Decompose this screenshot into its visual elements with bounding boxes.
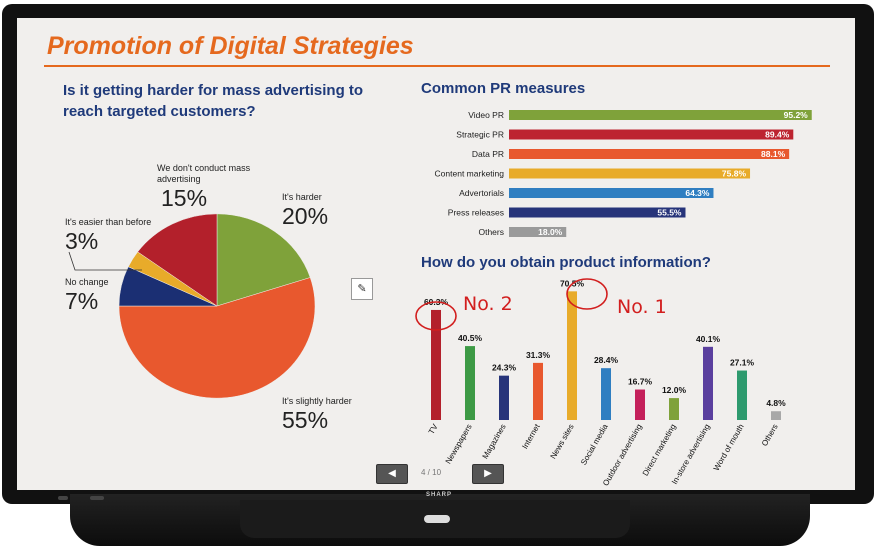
pr-bar <box>509 188 714 198</box>
pie-slice-value: 55% <box>282 407 329 433</box>
pie-slice-value: 15% <box>161 185 208 211</box>
pie-slice-name: It's harder <box>282 192 322 202</box>
pie-slice-value: 3% <box>65 228 99 254</box>
pie-label-no-mass: We don't conduct mass advertising 15% <box>157 163 253 211</box>
product-bar-value: 40.1% <box>696 334 721 344</box>
pie-slice-name: It's easier than before <box>65 217 152 227</box>
pr-category-label: Content marketing <box>435 169 505 179</box>
pr-bar-chart: Video PR 95.2% Strategic PR 89.4% Data PR 88.… <box>435 110 812 237</box>
pr-chart-title: Common PR measures <box>421 80 586 97</box>
brand-logo: SHARP <box>425 492 452 498</box>
pie-slice-name: It's slightly harder <box>282 396 352 406</box>
pie-leader-line <box>68 251 142 271</box>
slide-title: Promotion of Digital Strategies <box>47 32 414 60</box>
pie-label-no-change: No change 7% <box>65 277 109 314</box>
product-bar <box>635 389 645 420</box>
pr-bar-value: 64.3% <box>685 188 710 198</box>
pr-bar <box>509 168 751 179</box>
product-bar-value: 4.8% <box>766 398 786 408</box>
product-bar-value: 12.0% <box>662 385 687 395</box>
product-bar <box>465 346 475 420</box>
product-bar <box>533 362 543 420</box>
power-led <box>58 496 68 500</box>
pr-bar <box>509 110 812 120</box>
pr-bar-value: 55.5% <box>657 208 682 218</box>
pen-tool-icon[interactable]: ✎ <box>351 278 373 300</box>
page-indicator: 4 / 10 <box>421 468 442 477</box>
pr-bar-value: 75.8% <box>722 169 747 179</box>
ink-annotations <box>415 278 608 331</box>
product-bar <box>737 370 747 420</box>
product-bar <box>703 346 713 420</box>
product-bar <box>431 309 441 420</box>
pr-category-label: Others <box>478 227 504 237</box>
pr-category-label: Advertorials <box>459 188 504 198</box>
prev-slide-button[interactable]: ◀ <box>376 464 408 484</box>
product-bar-value: 16.7% <box>628 377 653 387</box>
ink-circle-news-sites <box>566 278 608 310</box>
pr-category-label: Data PR <box>472 149 504 159</box>
product-bar-chart: 60.3%TV40.5%Newspapers24.3%Magazines31.3… <box>424 278 786 487</box>
next-slide-button[interactable]: ▶ <box>472 464 504 484</box>
pr-bar-value: 95.2% <box>784 110 809 120</box>
product-bar <box>567 291 577 420</box>
product-bar <box>601 368 611 420</box>
product-chart-title: How do you obtain product information? <box>421 254 711 271</box>
pr-bar <box>509 227 567 237</box>
annotation-no1: No. 1 <box>617 296 667 318</box>
pr-bar-value: 18.0% <box>538 227 563 237</box>
product-bar-value: 27.1% <box>730 358 755 368</box>
pie-label-slightly-harder: It's slightly harder 55% <box>282 396 352 433</box>
product-bar-value: 40.5% <box>458 333 483 343</box>
pr-bar-value: 88.1% <box>761 149 786 159</box>
ink-circle-tv <box>415 301 457 331</box>
pie-label-harder: It's harder 20% <box>282 192 328 229</box>
pr-category-label: Video PR <box>468 110 504 120</box>
pie-question: Is it getting harder for mass advertisin… <box>63 82 364 120</box>
pr-category-label: Press releases <box>448 208 504 218</box>
pie-slice-0 <box>216 213 311 307</box>
product-bar-value: 24.3% <box>492 363 517 373</box>
product-bar <box>771 411 781 420</box>
pie-slice-1 <box>118 277 316 399</box>
pie-slice-value: 7% <box>65 288 99 314</box>
tray-button[interactable] <box>424 515 450 523</box>
pr-bar <box>509 149 790 159</box>
title-rule <box>44 65 830 67</box>
product-bar-value: 31.3% <box>526 350 551 360</box>
product-bar-value: 28.4% <box>594 355 619 365</box>
annotation-no2: No. 2 <box>463 293 513 315</box>
product-bar <box>669 398 679 420</box>
pie-slice-name: We don't conduct mass advertising <box>157 163 251 184</box>
slide-screen: Promotion of Digital Strategies Is it ge… <box>17 18 855 490</box>
pie-chart <box>118 213 316 399</box>
pr-category-label: Strategic PR <box>456 130 504 140</box>
pie-slice-4 <box>137 213 218 307</box>
pr-bar <box>509 129 794 140</box>
pie-slice-value: 20% <box>282 203 329 229</box>
pr-bar <box>509 207 686 218</box>
pie-label-easier: It's easier than before 3% <box>65 217 151 254</box>
product-bar <box>499 375 509 420</box>
bezel-sensor <box>90 496 104 500</box>
pr-bar-value: 89.4% <box>765 130 790 140</box>
pie-slice-name: No change <box>65 277 109 287</box>
